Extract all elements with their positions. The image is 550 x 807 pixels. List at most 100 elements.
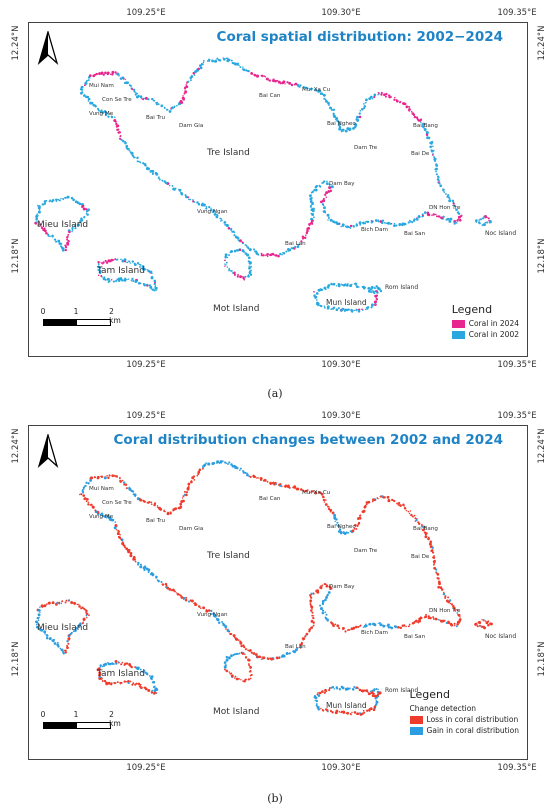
place-label: Bai Ngheo — [327, 524, 356, 530]
place-label: Bai Lan — [285, 644, 306, 650]
scale-label: 2 km — [109, 307, 121, 325]
legend-title: Legend — [451, 303, 493, 316]
scale-label: 2 km — [109, 710, 121, 728]
lat-tick-right-b-1: 12.18°N — [537, 641, 547, 677]
legend-a: Legend Coral in 2024 Coral in 2002 — [451, 303, 519, 341]
island-label: Mot Island — [213, 707, 259, 717]
coral-distribution-rom-island — [370, 285, 383, 295]
coral-distribution-tre-island — [79, 57, 463, 258]
place-label: Dam Gia — [179, 123, 203, 129]
legend-item: Gain in coral distribution — [409, 726, 519, 735]
island-label: Tam Island — [96, 669, 145, 679]
place-label: DN Hon Tre — [429, 608, 461, 614]
place-label: Bai Ngheo — [327, 121, 356, 127]
island-label: Mieu Island — [37, 623, 88, 633]
coral-distribution-tre-island — [78, 460, 462, 661]
legend-b: Legend Change detection Loss in coral di… — [409, 688, 519, 737]
coral-distribution-mot-island — [223, 651, 253, 683]
island-label: Mieu Island — [37, 220, 88, 230]
legend-swatch — [409, 726, 423, 735]
legend-swatch — [409, 715, 423, 724]
island-label: Mun Island — [326, 701, 367, 710]
place-label: Mui Xa Cu — [302, 87, 331, 93]
lon-tick-top-a-0: 109.25°E — [126, 8, 166, 18]
place-label: Vung Me — [89, 514, 114, 520]
legend-swatch — [451, 319, 465, 328]
lon-tick-bottom-a-2: 109.35°E — [497, 360, 537, 370]
place-label: Bai Can — [259, 93, 281, 99]
map-title-a: Coral spatial distribution: 2002−2024 — [216, 29, 503, 45]
place-label: Vung Me — [89, 111, 114, 117]
lon-tick-bottom-a-0: 109.25°E — [126, 360, 166, 370]
map-title-b: Coral distribution changes between 2002 … — [113, 432, 503, 448]
lat-tick-right-a-1: 12.18°N — [537, 238, 547, 274]
legend-item: Loss in coral distribution — [409, 715, 519, 724]
place-label: Dam Gia — [179, 526, 203, 532]
map-canvas-a: Tre Island Mieu Island Tam Island Mot Islan… — [34, 57, 516, 314]
place-label: Dam Bay — [329, 181, 355, 187]
map-frame-b: Tre Island Mieu Island Tam Island Mot Islan… — [11, 411, 547, 773]
island-label: Mun Island — [326, 298, 367, 307]
coral-distribution-noc-island — [474, 215, 492, 227]
caption-a: (a) — [267, 387, 283, 400]
north-arrow-icon — [37, 432, 59, 472]
scale-label: 1 — [73, 307, 79, 316]
place-label: Bai San — [404, 231, 426, 237]
lat-tick-left-b-0: 12.24°N — [11, 428, 21, 464]
place-label: Con Se Tre — [102, 97, 132, 103]
island-label: Tre Island — [206, 148, 250, 158]
place-label: Dam Tre — [354, 145, 378, 151]
place-label: Bich Dam — [361, 227, 388, 233]
legend-subtitle: Change detection — [409, 704, 477, 713]
island-label: Tam Island — [96, 266, 145, 276]
scale-label: 1 — [73, 710, 79, 719]
lat-tick-left-a-1: 12.18°N — [11, 238, 21, 274]
coral-distribution-mieu-island — [34, 195, 90, 252]
lon-tick-bottom-a-1: 109.30°E — [321, 360, 361, 370]
legend-item-label: Loss in coral distribution — [426, 715, 519, 724]
legend-swatch — [451, 330, 465, 339]
place-label: Vung Ngan — [197, 209, 228, 215]
lat-tick-right-b-0: 12.24°N — [537, 428, 547, 464]
place-label: Bai De — [411, 554, 430, 560]
map-frame-a: Tre Island Mieu Island Tam Island Mot Islan… — [11, 8, 547, 370]
lon-tick-bottom-b-0: 109.25°E — [126, 763, 166, 773]
place-label: Bai De — [411, 151, 430, 157]
place-label: Mui Nam — [89, 486, 114, 492]
lon-tick-bottom-b-2: 109.35°E — [497, 763, 537, 773]
lat-tick-left-a-0: 12.24°N — [11, 25, 21, 61]
lon-tick-top-b-1: 109.30°E — [321, 411, 361, 421]
lat-tick-left-b-1: 12.18°N — [11, 641, 21, 677]
island-label: Tre Island — [206, 551, 250, 561]
island-label: Rom Island — [385, 284, 418, 291]
legend-item-label: Gain in coral distribution — [426, 726, 519, 735]
place-label: Bai Bang — [413, 526, 438, 532]
legend-item-label: Coral in 2024 — [468, 319, 519, 328]
coral-distribution-tam-island — [96, 659, 159, 695]
place-label: Con Se Tre — [102, 500, 132, 506]
scale-bar-b: 0 1 2 km — [41, 710, 121, 729]
place-label: Dam Tre — [354, 548, 378, 554]
place-label: Bai Tru — [146, 518, 165, 524]
island-label: Rom Island — [385, 687, 418, 694]
lon-tick-top-b-2: 109.35°E — [497, 411, 537, 421]
island-label: Mot Island — [213, 304, 259, 314]
coral-distribution-mot-island — [224, 248, 253, 281]
place-label: Bai Bang — [413, 123, 438, 129]
caption-b: (b) — [267, 792, 283, 805]
lon-tick-top-b-0: 109.25°E — [126, 411, 166, 421]
coral-distribution-mun-island — [313, 282, 379, 313]
place-label: Vung Ngan — [197, 612, 228, 618]
place-label: Dam Bay — [329, 584, 355, 590]
island-label: Noc Island — [485, 633, 516, 640]
north-arrow-icon — [37, 29, 59, 69]
coral-distribution-noc-island — [474, 619, 493, 630]
place-label: Bai San — [404, 634, 426, 640]
place-label: Mui Nam — [89, 83, 114, 89]
place-label: Bai Can — [259, 496, 281, 502]
coral-distribution-rom-island — [369, 688, 382, 698]
lat-tick-right-a-0: 12.24°N — [537, 25, 547, 61]
place-label: Mui Xa Cu — [302, 490, 331, 496]
legend-title: Legend — [409, 688, 450, 701]
coral-distribution-tam-island — [97, 258, 158, 292]
